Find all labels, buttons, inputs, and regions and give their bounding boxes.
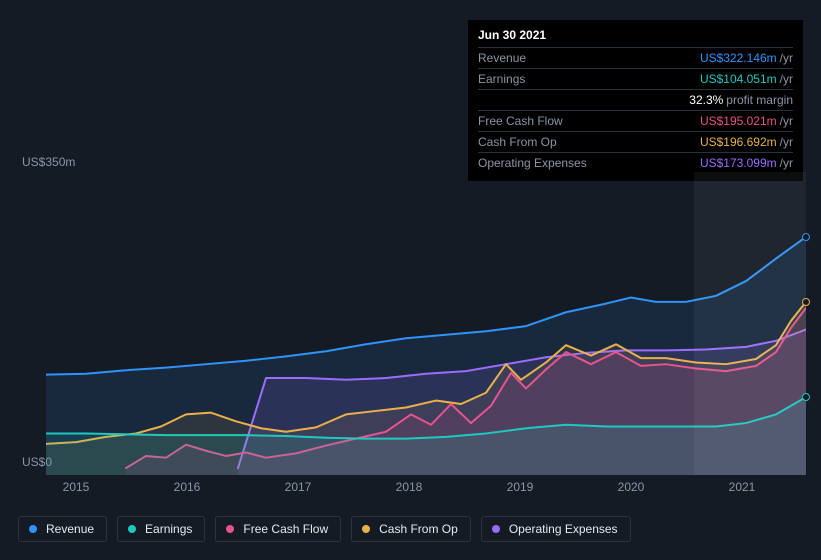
chart-highlight-band	[694, 172, 806, 475]
legend-dot	[29, 525, 37, 533]
xaxis: 2015 2016 2017 2018 2019 2020 2021	[46, 480, 806, 500]
yaxis-max-label: US$350m	[22, 155, 75, 169]
tooltip-row: Revenue US$322.146m/yr	[478, 47, 793, 68]
legend: Revenue Earnings Free Cash Flow Cash From O…	[18, 516, 631, 542]
xaxis-tick: 2020	[618, 480, 645, 494]
xaxis-tick: 2019	[507, 480, 534, 494]
legend-label: Operating Expenses	[509, 522, 618, 536]
legend-item-earnings[interactable]: Earnings	[117, 516, 205, 542]
tooltip-row: Operating Expenses US$173.099m/yr	[478, 152, 793, 173]
xaxis-tick: 2015	[63, 480, 90, 494]
tooltip-date: Jun 30 2021	[478, 26, 793, 44]
tooltip-row-label: Earnings	[478, 70, 525, 88]
legend-item-revenue[interactable]: Revenue	[18, 516, 107, 542]
legend-dot	[492, 525, 500, 533]
chart-area[interactable]	[46, 172, 806, 475]
tooltip-row-label: Operating Expenses	[478, 154, 587, 172]
tooltip-row-value: US$173.099m/yr	[700, 154, 793, 172]
tooltip-row-value: US$104.051m/yr	[700, 70, 793, 88]
legend-label: Free Cash Flow	[243, 522, 328, 536]
xaxis-tick: 2018	[396, 480, 423, 494]
legend-item-fcf[interactable]: Free Cash Flow	[215, 516, 341, 542]
xaxis-tick: 2021	[729, 480, 756, 494]
tooltip-row: Earnings US$104.051m/yr	[478, 68, 793, 89]
series-end-dot	[802, 233, 810, 241]
tooltip-row-value: US$322.146m/yr	[700, 49, 793, 67]
tooltip-row-value: 32.3%profit margin	[689, 91, 793, 109]
legend-dot	[362, 525, 370, 533]
series-end-dot	[802, 393, 810, 401]
legend-item-opex[interactable]: Operating Expenses	[481, 516, 631, 542]
tooltip-row-label: Revenue	[478, 49, 526, 67]
tooltip-row-label: Free Cash Flow	[478, 112, 563, 130]
legend-label: Cash From Op	[379, 522, 458, 536]
series-end-dot	[802, 298, 810, 306]
xaxis-tick: 2017	[285, 480, 312, 494]
legend-dot	[128, 525, 136, 533]
tooltip-row: Free Cash Flow US$195.021m/yr	[478, 110, 793, 131]
legend-item-cashop[interactable]: Cash From Op	[351, 516, 471, 542]
legend-label: Revenue	[46, 522, 94, 536]
tooltip-row: 32.3%profit margin	[478, 89, 793, 110]
legend-label: Earnings	[145, 522, 192, 536]
legend-dot	[226, 525, 234, 533]
chart-svg	[46, 172, 806, 475]
tooltip-row: Cash From Op US$196.692m/yr	[478, 131, 793, 152]
tooltip-row-value: US$196.692m/yr	[700, 133, 793, 151]
tooltip-row-value: US$195.021m/yr	[700, 112, 793, 130]
xaxis-tick: 2016	[174, 480, 201, 494]
tooltip-row-label: Cash From Op	[478, 133, 557, 151]
chart-tooltip: Jun 30 2021 RevenueUS$322.146m/yrEarning…	[468, 20, 803, 181]
